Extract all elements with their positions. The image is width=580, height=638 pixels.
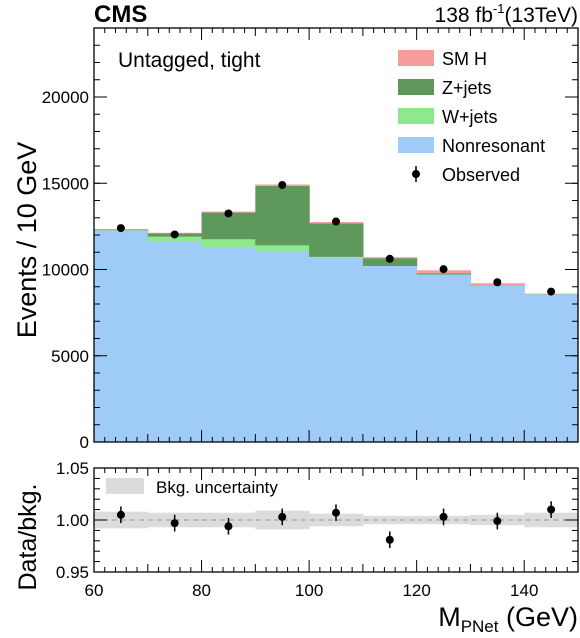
ratio-legend-swatch bbox=[106, 478, 144, 494]
ratio-point-4 bbox=[332, 509, 340, 517]
main-y-tick-label-3: 15000 bbox=[42, 174, 89, 193]
observed-point-6 bbox=[440, 265, 448, 273]
observed-point-2 bbox=[224, 209, 232, 217]
legend-swatch-w-jets bbox=[398, 108, 434, 124]
category-annotation: Untagged, tight bbox=[118, 49, 261, 72]
bar-nonresonant-8 bbox=[524, 295, 578, 442]
main-y-tick-label-1: 5000 bbox=[51, 347, 89, 366]
x-tick-label-1: 80 bbox=[192, 581, 211, 600]
observed-point-4 bbox=[332, 218, 340, 226]
x-tick-label-3: 120 bbox=[402, 581, 430, 600]
observed-point-0 bbox=[117, 224, 125, 232]
observed-point-3 bbox=[278, 181, 286, 189]
ratio-point-0 bbox=[117, 511, 125, 519]
ratio-y-tick-label-1: 1.00 bbox=[56, 511, 89, 530]
legend-label-sm-h: SM H bbox=[442, 49, 487, 69]
bar-nonresonant-4 bbox=[309, 257, 363, 442]
ratio-point-6 bbox=[440, 513, 448, 521]
bar-z-jets-3 bbox=[255, 186, 309, 246]
bar-nonresonant-3 bbox=[255, 251, 309, 442]
main-y-tick-label-4: 20000 bbox=[42, 88, 89, 107]
ratio-point-1 bbox=[171, 519, 179, 527]
bar-nonresonant-7 bbox=[470, 286, 524, 442]
ratio-y-tick-label-0: 0.95 bbox=[56, 563, 89, 582]
observed-point-7 bbox=[493, 278, 501, 286]
legend-label-w-jets: W+jets bbox=[442, 107, 498, 127]
ratio-point-5 bbox=[386, 536, 394, 544]
legend: SM H Z+jets W+jets Nonresonant Observed bbox=[398, 49, 545, 185]
legend-observed-marker bbox=[412, 170, 420, 178]
ratio-point-2 bbox=[224, 522, 232, 530]
bar-w-jets-2 bbox=[202, 239, 256, 248]
main-y-axis-label: Events / 10 GeV bbox=[12, 142, 42, 339]
x-axis-label-main: M bbox=[438, 602, 461, 632]
legend-label-z-jets: Z+jets bbox=[442, 78, 492, 98]
bar-z-jets-4 bbox=[309, 223, 363, 257]
ratio-point-8 bbox=[547, 506, 555, 514]
legend-swatch-sm-h bbox=[398, 50, 434, 66]
observed-point-8 bbox=[547, 288, 555, 296]
lumi-energy: (13TeV) bbox=[504, 4, 578, 27]
observed-point-5 bbox=[386, 255, 394, 263]
lumi-exponent: -1 bbox=[493, 1, 505, 16]
x-axis-label: MPNet (GeV) bbox=[438, 602, 578, 633]
ratio-legend: Bkg. uncertainty bbox=[106, 478, 278, 497]
ratio-point-3 bbox=[278, 513, 286, 521]
luminosity-label: 138 fb-1(13TeV) bbox=[435, 1, 578, 27]
x-tick-label-0: 60 bbox=[85, 581, 104, 600]
legend-label-nonresonant: Nonresonant bbox=[442, 136, 545, 156]
x-tick-label-2: 100 bbox=[295, 581, 323, 600]
ratio-y-tick-label-2: 1.05 bbox=[56, 459, 89, 478]
x-tick-label-4: 140 bbox=[510, 581, 538, 600]
bar-nonresonant-6 bbox=[417, 275, 471, 442]
ratio-legend-label: Bkg. uncertainty bbox=[156, 478, 278, 497]
bar-nonresonant-1 bbox=[148, 241, 202, 442]
bar-nonresonant-5 bbox=[363, 266, 417, 442]
ratio-point-7 bbox=[493, 517, 501, 525]
bar-nonresonant-0 bbox=[94, 231, 148, 442]
ratio-y-axis-label: Data/bkg. bbox=[14, 483, 42, 590]
bar-nonresonant-2 bbox=[202, 248, 256, 442]
x-axis-label-unit: (GeV) bbox=[498, 602, 578, 632]
legend-swatch-z-jets bbox=[398, 79, 434, 95]
lumi-prefix: 138 fb bbox=[435, 4, 493, 27]
bar-w-jets-3 bbox=[255, 245, 309, 251]
observed-point-1 bbox=[171, 230, 179, 238]
bar-z-jets-6 bbox=[417, 273, 471, 274]
main-y-tick-label-2: 10000 bbox=[42, 261, 89, 280]
legend-label-observed: Observed bbox=[442, 165, 520, 185]
bar-w-jets-4 bbox=[309, 257, 363, 258]
legend-swatch-nonresonant bbox=[398, 137, 434, 153]
experiment-label: CMS bbox=[94, 1, 147, 28]
x-axis-label-sub: PNet bbox=[461, 617, 499, 633]
main-y-tick-label-0: 0 bbox=[80, 433, 89, 452]
